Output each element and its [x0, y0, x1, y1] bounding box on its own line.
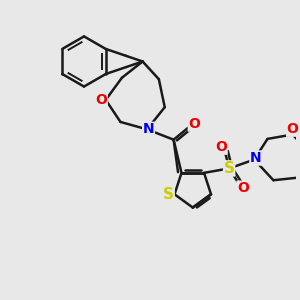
Text: O: O: [95, 93, 107, 107]
Text: S: S: [224, 161, 235, 176]
Text: N: N: [143, 122, 154, 136]
Text: O: O: [286, 122, 298, 136]
Text: O: O: [188, 117, 200, 131]
Text: O: O: [237, 181, 249, 195]
Text: S: S: [163, 187, 174, 202]
Text: N: N: [250, 151, 262, 165]
Text: O: O: [215, 140, 227, 154]
